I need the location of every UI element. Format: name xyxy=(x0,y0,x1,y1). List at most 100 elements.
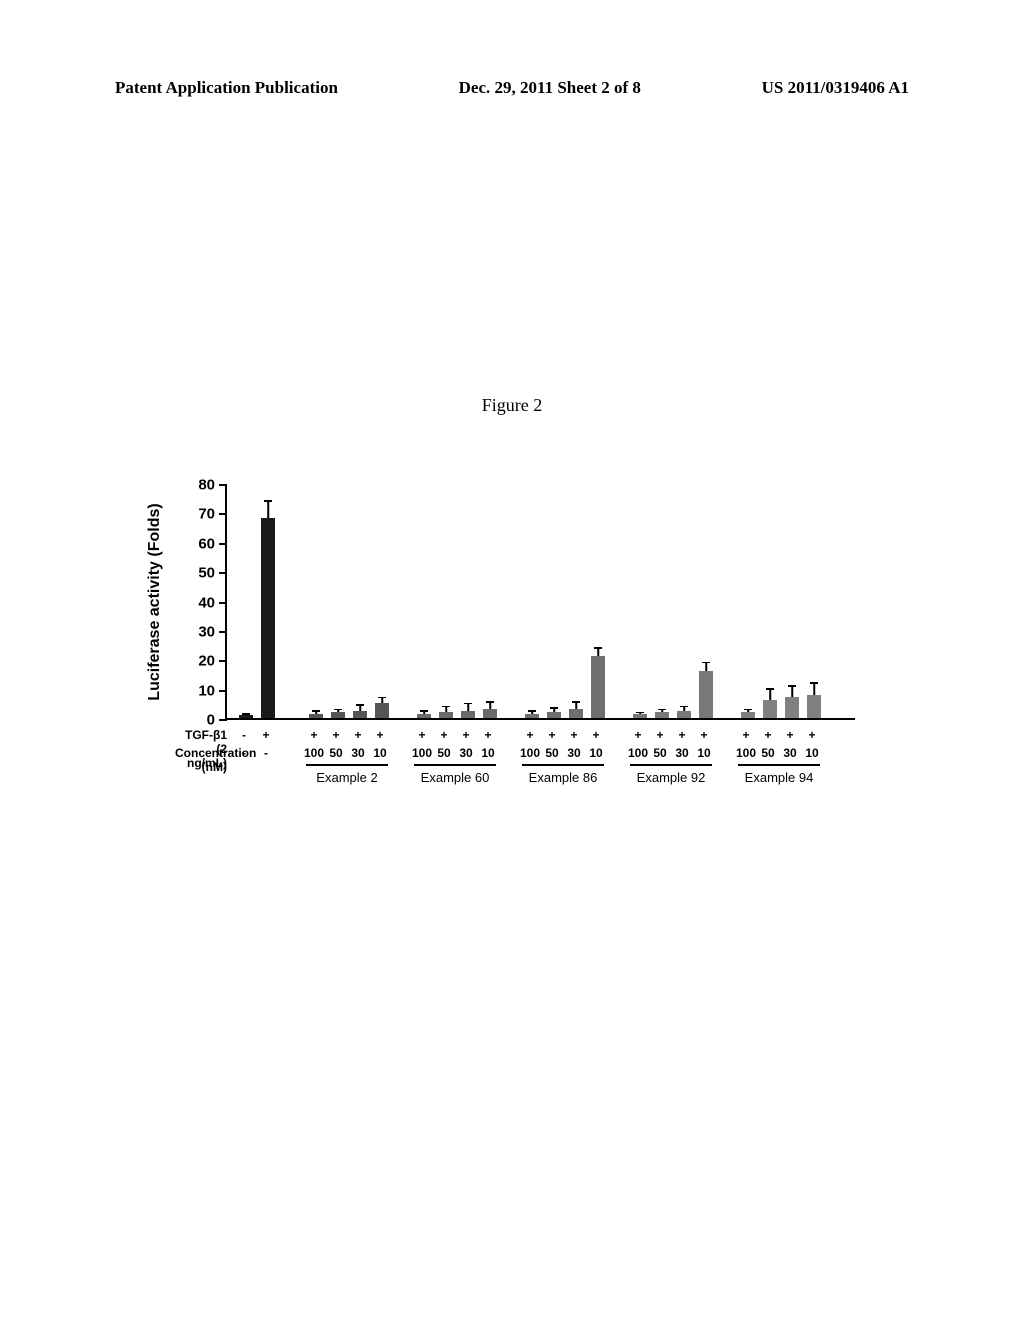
error-bar xyxy=(267,501,269,519)
x-label-conc: 10 xyxy=(481,746,494,760)
y-tick xyxy=(219,484,227,486)
bar xyxy=(741,712,755,718)
error-bar xyxy=(813,683,815,695)
group-underline xyxy=(630,764,712,766)
bar xyxy=(239,715,253,718)
x-label-tgf: + xyxy=(548,728,555,742)
error-cap xyxy=(572,701,580,703)
error-cap xyxy=(264,500,272,502)
x-label-conc: 100 xyxy=(304,746,324,760)
x-label-tgf: + xyxy=(462,728,469,742)
x-label-tgf: + xyxy=(440,728,447,742)
y-axis-label: Luciferase activity (Folds) xyxy=(146,503,164,700)
error-cap xyxy=(636,712,644,714)
error-cap xyxy=(594,647,602,649)
error-cap xyxy=(334,709,342,711)
error-bar xyxy=(489,702,491,709)
error-cap xyxy=(356,704,364,706)
x-label-tgf: + xyxy=(592,728,599,742)
error-cap xyxy=(658,709,666,711)
y-tick-label: 0 xyxy=(207,712,215,729)
bar xyxy=(655,712,669,718)
bar xyxy=(483,709,497,718)
bar xyxy=(633,714,647,718)
x-label-tgf: + xyxy=(634,728,641,742)
x-label-tgf: + xyxy=(700,728,707,742)
bar xyxy=(699,671,713,718)
error-cap xyxy=(810,682,818,684)
error-cap xyxy=(312,710,320,712)
error-cap xyxy=(442,706,450,708)
error-cap xyxy=(420,710,428,712)
bar xyxy=(309,714,323,718)
x-label-tgf: + xyxy=(742,728,749,742)
x-label-conc: 30 xyxy=(351,746,364,760)
x-label-tgf: + xyxy=(678,728,685,742)
x-label-tgf: + xyxy=(376,728,383,742)
bar xyxy=(461,711,475,718)
group-underline xyxy=(522,764,604,766)
x-label-conc: 50 xyxy=(437,746,450,760)
x-label-conc: 50 xyxy=(653,746,666,760)
error-cap xyxy=(788,685,796,687)
x-label-tgf: + xyxy=(354,728,361,742)
error-cap xyxy=(680,706,688,708)
bar-chart: Luciferase activity (Folds) 010203040506… xyxy=(175,485,865,795)
bar xyxy=(261,518,275,718)
y-tick xyxy=(219,572,227,574)
y-tick-label: 80 xyxy=(198,477,215,494)
x-label-conc: 10 xyxy=(589,746,602,760)
y-tick-label: 60 xyxy=(198,535,215,552)
x-label-tgf: + xyxy=(262,728,269,742)
x-label-conc: 30 xyxy=(783,746,796,760)
y-tick xyxy=(219,513,227,515)
x-label-tgf: + xyxy=(332,728,339,742)
x-label-conc: 100 xyxy=(412,746,432,760)
x-label-tgf: + xyxy=(418,728,425,742)
error-bar xyxy=(467,703,469,710)
y-tick-label: 70 xyxy=(198,506,215,523)
header-right: US 2011/0319406 A1 xyxy=(762,78,909,98)
error-cap xyxy=(744,709,752,711)
x-label-conc: 50 xyxy=(545,746,558,760)
bar xyxy=(569,709,583,718)
x-label-conc: 30 xyxy=(567,746,580,760)
x-label-conc: 50 xyxy=(761,746,774,760)
y-tick xyxy=(219,631,227,633)
group-label: Example 2 xyxy=(316,770,377,785)
bar xyxy=(353,711,367,718)
error-cap xyxy=(550,707,558,709)
header-center: Dec. 29, 2011 Sheet 2 of 8 xyxy=(459,78,641,98)
group-label: Example 60 xyxy=(421,770,490,785)
x-label-tgf: + xyxy=(484,728,491,742)
x-label-tgf: + xyxy=(808,728,815,742)
x-label-tgf: + xyxy=(764,728,771,742)
error-cap xyxy=(528,710,536,712)
bar xyxy=(763,700,777,718)
bar xyxy=(375,703,389,718)
bar xyxy=(525,714,539,718)
error-cap xyxy=(378,697,386,699)
page-header: Patent Application Publication Dec. 29, … xyxy=(0,78,1024,98)
x-label-conc: 10 xyxy=(805,746,818,760)
x-label-tgf: + xyxy=(656,728,663,742)
x-label-tgf: + xyxy=(310,728,317,742)
y-tick xyxy=(219,543,227,545)
header-left: Patent Application Publication xyxy=(115,78,338,98)
error-cap xyxy=(242,713,250,715)
bar xyxy=(591,656,605,718)
bar xyxy=(417,714,431,718)
bar xyxy=(547,712,561,718)
x-label-conc: - xyxy=(242,746,246,760)
error-cap xyxy=(702,662,710,664)
figure-title: Figure 2 xyxy=(0,395,1024,416)
bar xyxy=(439,712,453,718)
error-cap xyxy=(766,688,774,690)
x-label-conc: 30 xyxy=(459,746,472,760)
error-bar xyxy=(769,689,771,701)
group-underline xyxy=(738,764,820,766)
x-label-conc: - xyxy=(264,746,268,760)
group-label: Example 86 xyxy=(529,770,598,785)
group-underline xyxy=(306,764,388,766)
x-label-conc: 100 xyxy=(628,746,648,760)
